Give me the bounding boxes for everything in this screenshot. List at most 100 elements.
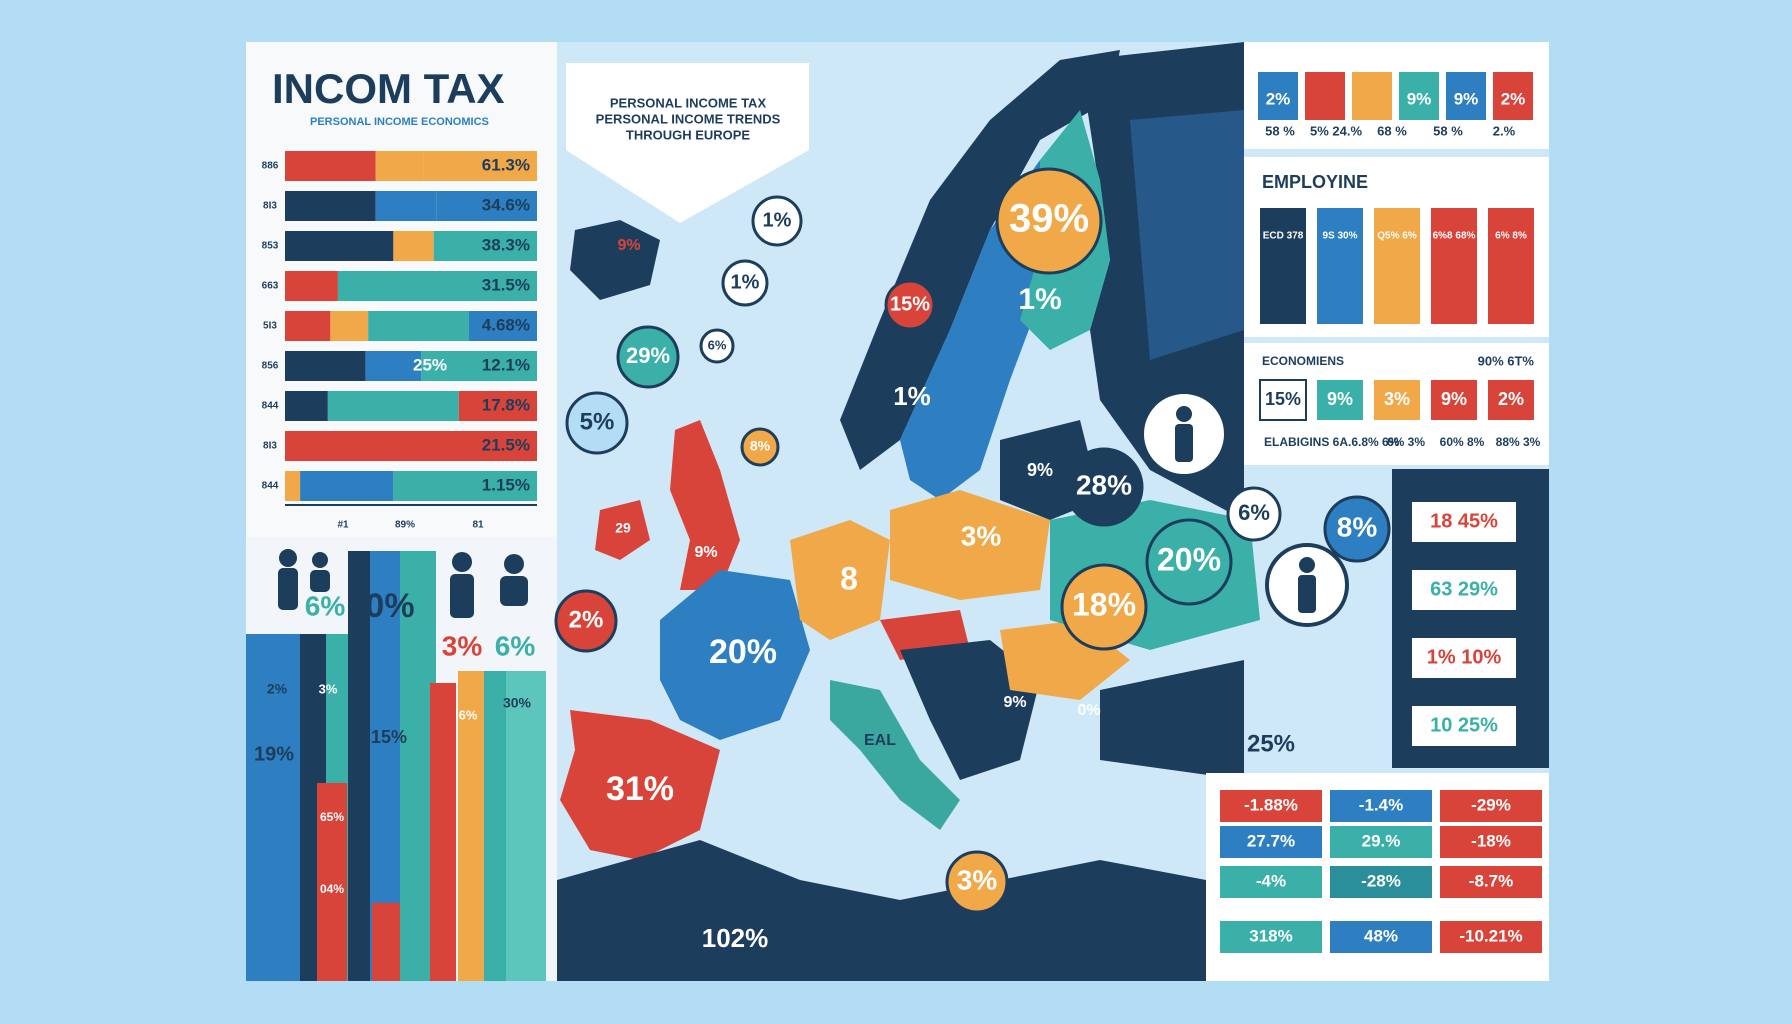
- rate-box: [1412, 570, 1516, 610]
- map-label: 31%: [606, 770, 674, 808]
- bar-segment: [300, 471, 394, 501]
- employment-label: 9S 30%: [1322, 231, 1357, 242]
- bar-segment: [330, 311, 369, 341]
- people-label: 0%: [365, 587, 414, 625]
- employment-column: [1431, 208, 1477, 324]
- callout-line: THROUGH EUROPE: [626, 127, 751, 142]
- bar-segment: [285, 191, 376, 221]
- row-value: 12.1%: [482, 355, 530, 374]
- summary-note: 2.%: [1493, 123, 1516, 138]
- map-label: 6%: [1238, 500, 1270, 525]
- bar-segment: [285, 151, 376, 181]
- map-badge: [616, 325, 680, 389]
- row-label: 844: [262, 481, 279, 492]
- row-value: 31.5%: [482, 275, 530, 294]
- employment-label: Q5% 6%: [1377, 231, 1417, 242]
- row-value: 61.3%: [482, 155, 530, 174]
- callout-line: PERSONAL INCOME TAX: [610, 95, 767, 110]
- row-label: 663: [262, 281, 279, 292]
- table-value: -1.4%: [1359, 795, 1403, 814]
- econ-value: 15%: [1265, 389, 1301, 409]
- map-label: 18%: [1072, 586, 1136, 622]
- row-label: 844: [262, 401, 279, 412]
- people-bar-label: 6%: [459, 707, 478, 722]
- employment-label: 6%8 68%: [1433, 231, 1476, 242]
- person-icon: [1175, 424, 1193, 462]
- map-label: 8: [840, 560, 858, 596]
- bar-segment: [365, 351, 422, 381]
- map-badge: [721, 259, 769, 307]
- map-label: 9%: [1003, 694, 1026, 711]
- person-icon: [1176, 406, 1192, 422]
- region: [557, 840, 1206, 981]
- econ-value: 9%: [1327, 389, 1353, 409]
- map-label: 1%: [893, 381, 931, 411]
- bar-segment: [285, 311, 331, 341]
- map-label: 1%: [763, 209, 792, 231]
- person-icon: [1299, 557, 1315, 573]
- bar-segment: [433, 231, 537, 261]
- summary-note: 5% 24.%: [1310, 123, 1362, 138]
- person-icon: [278, 568, 298, 610]
- region: [890, 490, 1050, 600]
- person-icon: [450, 574, 474, 618]
- map-label: 29: [615, 520, 631, 536]
- region: [570, 220, 660, 300]
- table-cell: [1440, 866, 1542, 898]
- region: [560, 710, 720, 860]
- people-bar-label: 65%: [320, 810, 344, 824]
- bar-segment: [285, 391, 328, 421]
- map-label: 9%: [1027, 460, 1053, 480]
- map-badge: [1145, 518, 1233, 606]
- column: [246, 634, 300, 981]
- econ-footer: 60% 8%: [1440, 435, 1485, 449]
- row-value: 21.5%: [482, 435, 530, 454]
- map-label: 3%: [961, 520, 1002, 551]
- person-icon: [310, 570, 330, 592]
- bar-segment: [375, 191, 437, 221]
- table-cell: [1330, 921, 1432, 953]
- table-cell: [1220, 790, 1322, 822]
- map-person: [1140, 390, 1349, 627]
- summary-box: [1305, 72, 1345, 120]
- people-bar-label: 30%: [503, 695, 532, 711]
- map-label: 3%: [957, 864, 998, 895]
- table-value: 48%: [1364, 926, 1398, 945]
- summary-note: 58 %: [1265, 123, 1295, 138]
- econ-footer: 88% 3%: [1496, 435, 1541, 449]
- map-label: 0%: [1077, 702, 1100, 719]
- map-badge: [1060, 563, 1148, 651]
- rate-box: [1412, 638, 1516, 678]
- map-label: 20%: [1157, 541, 1221, 577]
- econ-box: [1431, 380, 1477, 420]
- map-label: 8%: [1337, 511, 1378, 542]
- row-label: 856: [262, 361, 279, 372]
- rate-label: 63 29%: [1430, 578, 1498, 600]
- map-label: 102%: [702, 923, 769, 953]
- region: [595, 500, 650, 560]
- summary-value: 9%: [1407, 89, 1432, 108]
- rate-label: 18 45%: [1430, 510, 1498, 532]
- map-label: 2%: [569, 606, 604, 633]
- table-value: 29.%: [1362, 831, 1401, 850]
- rate-box: [1412, 706, 1516, 746]
- region: [790, 520, 890, 640]
- people-bar-label: 04%: [320, 882, 344, 896]
- region: [900, 640, 1040, 780]
- map-badge: [699, 328, 735, 364]
- bar-segment: [327, 391, 459, 421]
- econ-value: 2%: [1498, 389, 1524, 409]
- table-value: -10.21%: [1459, 926, 1522, 945]
- bar-segment: [458, 391, 537, 421]
- econ-box: [1488, 380, 1534, 420]
- row-label: 8I3: [263, 441, 277, 452]
- bar-segment: [423, 151, 537, 181]
- bar-segment: [337, 271, 537, 301]
- table-cell: [1220, 921, 1322, 953]
- row-label: 8I3: [263, 201, 277, 212]
- table-cell: [1220, 866, 1322, 898]
- row-label: 853: [262, 241, 279, 252]
- title: INCOM TAX: [272, 65, 505, 112]
